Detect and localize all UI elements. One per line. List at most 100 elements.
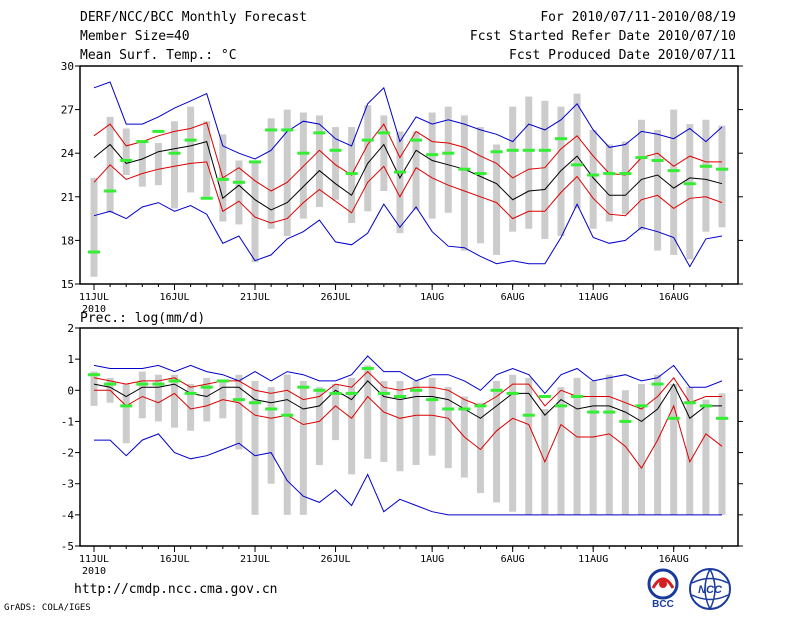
grads-credit: GrADS: COLA/IGES xyxy=(4,603,91,613)
temp-spread-box xyxy=(637,119,645,231)
prec-spread-box xyxy=(605,374,613,515)
prec-observed-marker xyxy=(216,379,229,383)
bcc-logo-text: BCC xyxy=(652,599,674,610)
temp-spread-box xyxy=(428,112,436,219)
temp-x-tick-label: 16AUG xyxy=(659,292,689,303)
prec-spread-box xyxy=(138,371,146,419)
chart-title: DERF/NCC/BCC Monthly Forecast xyxy=(80,10,307,25)
prec-observed-marker xyxy=(683,401,696,405)
prec-observed-marker xyxy=(88,373,100,377)
prec-observed-marker xyxy=(474,404,487,408)
prec-ensemble-min-line xyxy=(94,433,722,516)
prec-observed-marker xyxy=(554,404,567,408)
temp-y-tick-label: 15 xyxy=(61,278,74,291)
temp-spread-box xyxy=(412,131,420,210)
temp-y-tick-label: 27 xyxy=(61,104,74,117)
temp-observed-marker xyxy=(716,167,728,171)
temp-observed-marker xyxy=(442,151,455,155)
temp-spread-box xyxy=(122,128,130,175)
prec-observed-marker xyxy=(184,391,197,395)
prec-spread-box xyxy=(557,387,565,515)
refer-date: Fcst Started Refer Date 2010/07/10 xyxy=(469,29,736,44)
temp-observed-marker xyxy=(667,169,680,173)
prec-spread-box xyxy=(332,384,340,441)
prec-observed-marker xyxy=(667,416,680,420)
prec-observed-marker xyxy=(232,398,245,402)
prec-observed-marker xyxy=(120,404,133,408)
ncc-logo-text: NCC xyxy=(698,584,723,596)
prec-y-tick-label: 2 xyxy=(67,322,74,335)
prec-x-tick-label: 11AUG xyxy=(578,554,608,565)
temp-plot-frame xyxy=(79,65,739,285)
temp-observed-marker xyxy=(426,153,439,157)
temp-spread-box xyxy=(299,112,307,219)
prec-observed-marker xyxy=(168,379,181,383)
temp-spread-box xyxy=(332,127,340,200)
prec-spread-box xyxy=(573,377,581,515)
temp-spread-box xyxy=(154,143,162,186)
prec-observed-marker xyxy=(458,407,471,411)
temp-spread-box xyxy=(90,177,98,277)
prec-y-tick-label: -2 xyxy=(61,447,74,460)
bcc-logo: BCC xyxy=(647,568,679,610)
prec-spread-box xyxy=(267,387,275,484)
temp-y-tick-label: 30 xyxy=(61,60,74,73)
temp-observed-marker xyxy=(152,129,165,133)
prec-observed-marker xyxy=(442,407,455,411)
temp-x-tick-label: 11AUG xyxy=(578,292,608,303)
temp-observed-marker xyxy=(377,131,390,135)
temp-observed-marker xyxy=(361,138,374,142)
temp-observed-marker xyxy=(506,148,519,152)
prec-observed-marker xyxy=(313,388,326,392)
temp-observed-marker xyxy=(329,148,342,152)
prec-observed-marker xyxy=(136,382,149,386)
prec-x-tick-label: 26JUL xyxy=(320,554,350,565)
temp-observed-marker xyxy=(216,177,229,181)
temp-observed-marker xyxy=(200,196,213,200)
prec-x-tick-label: 1AUG xyxy=(420,554,444,565)
prec-observed-marker xyxy=(490,388,503,392)
prec-observed-marker xyxy=(410,388,423,392)
temp-spread-box xyxy=(396,131,404,234)
prec-spread-box xyxy=(348,377,356,475)
temp-observed-marker xyxy=(651,158,664,162)
temp-spread-box xyxy=(541,100,549,239)
prec-x-tick-label: 16AUG xyxy=(659,554,689,565)
temp-spread-box xyxy=(380,115,388,191)
prec-spread-box xyxy=(428,377,436,456)
temp-x-year-label: 2010 xyxy=(82,304,106,315)
temp-ensemble-max-line xyxy=(93,81,723,160)
temp-observed-marker xyxy=(168,151,181,155)
temp-observed-marker xyxy=(393,170,406,174)
temp-x-tick-label: 1AUG xyxy=(420,292,444,303)
prec-observed-marker xyxy=(152,382,165,386)
temp-spread-box xyxy=(460,115,468,251)
prec-spread-box xyxy=(251,380,259,515)
prec-observed-marker xyxy=(297,385,310,389)
prec-plot-frame xyxy=(79,327,739,547)
prec-observed-marker xyxy=(506,391,519,395)
temp-observed-marker xyxy=(313,131,326,135)
prec-y-tick-label: -1 xyxy=(61,415,74,428)
temp-spread-box xyxy=(702,119,710,232)
temp-spread-box xyxy=(267,118,275,229)
source-url[interactable]: http://cmdp.ncc.cma.gov.cn xyxy=(74,582,278,597)
prec-observed-marker xyxy=(426,398,439,402)
temp-observed-marker xyxy=(587,173,600,177)
temp-spread-box xyxy=(605,144,613,222)
prec-y-tick-label: -3 xyxy=(61,478,74,491)
temp-x-tick-label: 11JUL xyxy=(79,292,109,303)
prec-spread-box xyxy=(718,393,726,515)
temp-observed-marker xyxy=(571,163,584,167)
temp-observed-marker xyxy=(232,180,245,184)
prec-observed-marker xyxy=(329,391,342,395)
prec-spread-box xyxy=(171,374,179,428)
prec-y-tick-label: -5 xyxy=(61,540,74,553)
temp-ensemble-mean-line xyxy=(93,140,723,211)
prec-observed-marker xyxy=(104,382,117,386)
prec-spread-box xyxy=(493,380,501,503)
temp-spread-box xyxy=(364,105,372,212)
temp-spread-box xyxy=(621,141,629,215)
prec-spread-box xyxy=(380,380,388,462)
